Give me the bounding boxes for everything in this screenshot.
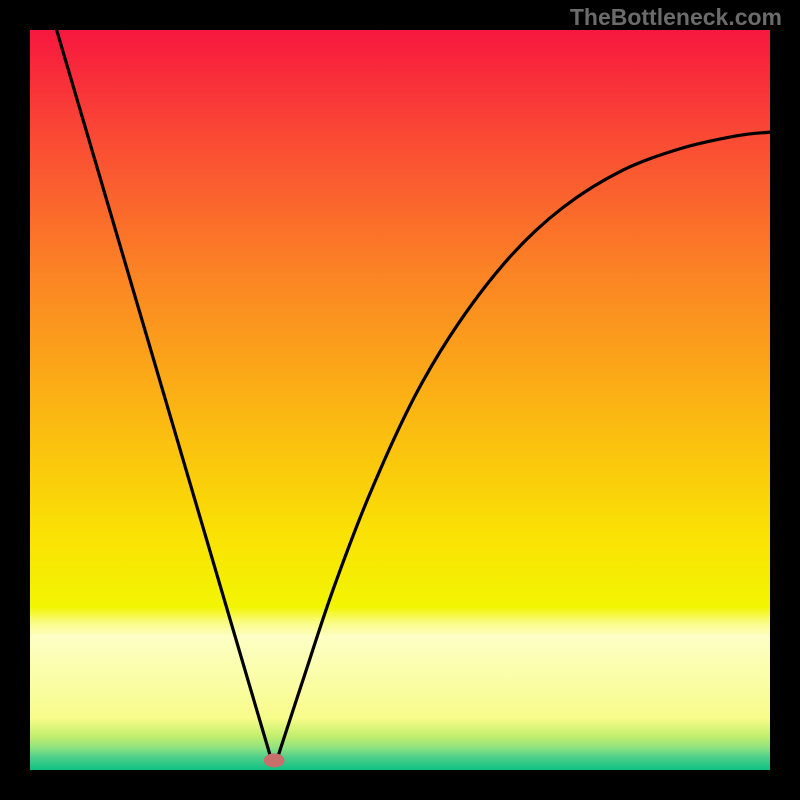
chart-frame: { "watermark": { "text": "TheBottleneck.… — [0, 0, 800, 800]
bottleneck-chart-svg — [30, 30, 770, 770]
minimum-marker — [264, 753, 285, 767]
gradient-background — [30, 30, 770, 770]
chart-plot-area — [30, 30, 770, 770]
watermark-text: TheBottleneck.com — [570, 4, 782, 31]
